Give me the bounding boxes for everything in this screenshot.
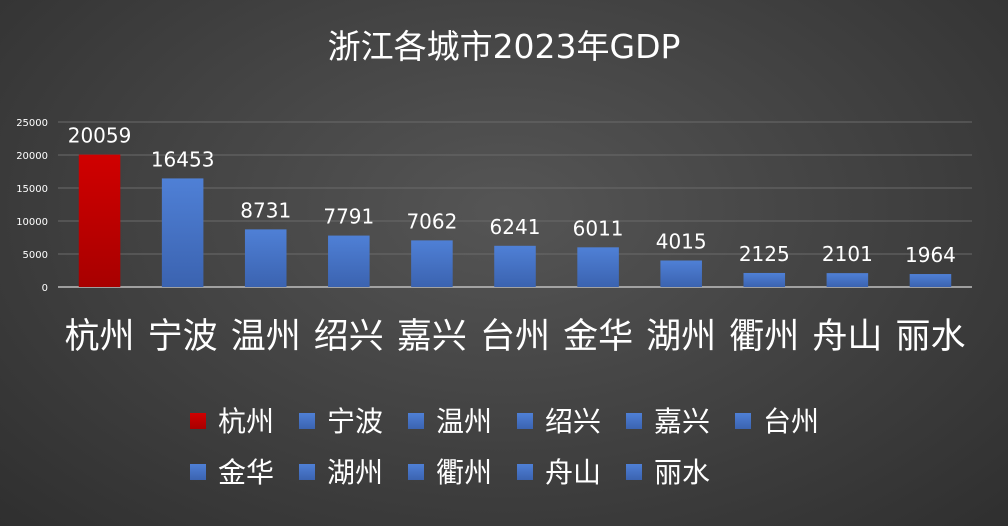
legend-swatch [408, 464, 424, 480]
category-label: 舟山 [812, 317, 882, 357]
legend-swatch [517, 464, 533, 480]
legend-swatch [299, 413, 315, 429]
y-tick-label: 0 [42, 283, 48, 294]
legend-label: 金华 [218, 456, 274, 489]
bar-金华 [577, 247, 619, 287]
legend-label: 杭州 [218, 405, 274, 438]
legend-label: 嘉兴 [654, 405, 710, 438]
bars [78, 154, 952, 287]
legend-swatch [408, 413, 424, 429]
legend-label: 绍兴 [545, 405, 601, 438]
legend-swatch [190, 464, 206, 480]
legend-swatch [626, 413, 642, 429]
data-label: 1964 [905, 243, 956, 267]
y-tick-label: 25000 [16, 118, 48, 129]
bar-湖州 [660, 260, 702, 287]
bar-杭州 [78, 154, 121, 287]
legend-swatch [517, 413, 533, 429]
category-label: 宁波 [148, 317, 218, 357]
data-label: 4015 [656, 230, 707, 254]
category-label: 台州 [480, 317, 550, 357]
bar-舟山 [826, 273, 869, 287]
legend-label: 丽水 [654, 456, 710, 489]
data-label: 7062 [406, 209, 457, 233]
legend-label: 湖州 [327, 456, 383, 489]
category-label: 杭州 [65, 317, 135, 357]
y-tick-label: 20000 [16, 151, 48, 162]
data-label: 20059 [68, 124, 132, 148]
legend-swatch [735, 413, 751, 429]
y-tick-label: 15000 [16, 184, 48, 195]
legend-label: 温州 [436, 405, 492, 438]
bar-温州 [244, 229, 287, 287]
bar-台州 [494, 245, 536, 287]
category-labels: 杭州 宁波 温州 绍兴 嘉兴 台州 金华 湖州 衢州 舟山 丽水 [65, 317, 966, 357]
data-label: 2101 [822, 242, 873, 266]
bar-宁波 [161, 178, 204, 287]
y-axis-ticks: 0 5000 10000 15000 20000 25000 [16, 118, 48, 294]
category-label: 湖州 [646, 317, 716, 357]
category-label: 衢州 [729, 317, 799, 357]
legend-label: 宁波 [327, 405, 383, 438]
legend-swatch [299, 464, 315, 480]
bar-丽水 [909, 274, 952, 287]
data-label: 6011 [573, 216, 624, 240]
y-tick-label: 5000 [23, 250, 48, 261]
data-label: 7791 [323, 205, 374, 229]
bar-嘉兴 [411, 240, 453, 287]
legend-swatch [626, 464, 642, 480]
data-label: 8731 [240, 198, 291, 222]
legend-swatch [190, 413, 206, 429]
category-label: 温州 [231, 317, 301, 357]
legend-label: 舟山 [545, 456, 601, 489]
data-label: 6241 [490, 215, 541, 239]
gridlines [58, 121, 972, 288]
data-label: 2125 [739, 242, 790, 266]
chart-title: 浙江各城市2023年GDP [328, 27, 681, 66]
category-label: 嘉兴 [397, 317, 467, 357]
legend-label: 台州 [763, 405, 819, 438]
y-tick-label: 10000 [16, 217, 48, 228]
category-label: 金华 [563, 317, 633, 357]
bar-绍兴 [328, 235, 370, 287]
legend-label: 衢州 [436, 456, 492, 489]
data-labels: 20059 16453 8731 7791 7062 6241 6011 4015 2125 21… [68, 124, 956, 267]
data-label: 16453 [151, 147, 215, 171]
category-label: 绍兴 [314, 317, 384, 357]
bar-衢州 [743, 272, 786, 287]
category-label: 丽水 [895, 317, 965, 357]
